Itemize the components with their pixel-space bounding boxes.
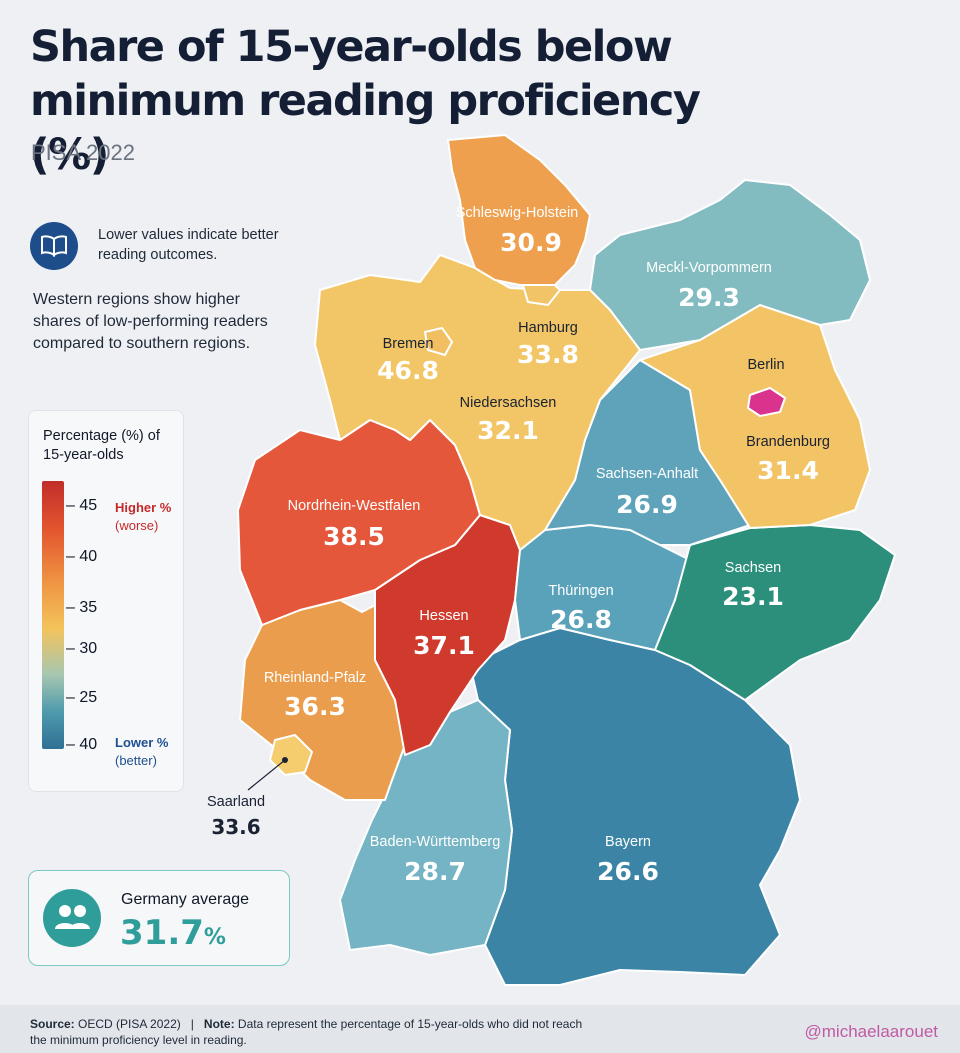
value-sachsen-anhalt: 26.9 — [616, 490, 678, 519]
color-legend: Percentage (%) of 15-year-olds 45 40 35 … — [28, 410, 184, 792]
label-nordrhein-westfalen: Nordrhein-Westfalen — [287, 498, 421, 514]
region-bremen[interactable] — [424, 327, 453, 356]
region-berlin[interactable] — [747, 387, 786, 417]
value-bremen: 46.8 — [377, 356, 439, 385]
west-note: Western regions show higher shares of lo… — [33, 291, 268, 352]
note-label: Note: — [203, 1017, 235, 1031]
region-schleswig-holstein[interactable] — [447, 134, 591, 286]
value-schleswig-holstein: 30.9 — [500, 228, 562, 257]
source-text: OECD (PISA 2022) — [78, 1017, 181, 1031]
author-handle: @michaelaarouet — [804, 1022, 939, 1041]
reading-note: Lower values indicate better reading out… — [30, 222, 310, 272]
label-niedersachsen: Niedersachsen — [459, 395, 557, 411]
label-sachsen-anhalt: Sachsen-Anhalt — [595, 466, 699, 482]
label-schleswig-holstein: Schleswig-Holstein — [455, 205, 579, 221]
average-value: 31.7 — [120, 913, 204, 953]
label-rheinland-pfalz: Rheinland-Pfalz — [263, 670, 367, 686]
legend-high-sub: (worse) — [115, 518, 159, 533]
legend-tick: 25 — [66, 688, 97, 708]
value-sachsen: 23.1 — [722, 582, 784, 611]
legend-title: Percentage (%) of 15-year-olds — [43, 428, 160, 463]
legend-tick: 40 — [66, 547, 97, 567]
saarland-leader-line — [247, 759, 286, 791]
label-hamburg: Hamburg — [518, 320, 578, 336]
value-baden-wuerttemberg: 28.7 — [404, 857, 466, 886]
legend-low-label: Lower % (better) — [115, 734, 183, 770]
note-text: Data represent the percentage of 15-year… — [30, 1017, 583, 1047]
value-rheinland-pfalz: 36.3 — [284, 692, 346, 721]
legend-high-label: Higher % (worse) — [115, 499, 183, 535]
label-bayern: Bayern — [605, 834, 651, 850]
value-thueringen: 26.8 — [550, 605, 612, 634]
value-niedersachsen: 32.1 — [477, 416, 539, 445]
value-hamburg: 33.8 — [517, 340, 579, 369]
source-label: Source: — [30, 1017, 75, 1031]
label-baden-wuerttemberg: Baden-Württemberg — [369, 834, 501, 850]
label-thueringen: Thüringen — [548, 583, 614, 599]
label-sachsen: Sachsen — [724, 560, 782, 576]
label-berlin: Berlin — [747, 357, 785, 373]
value-hessen: 37.1 — [413, 631, 475, 660]
average-value-wrap: 31.7% — [120, 913, 226, 953]
value-bayern: 26.6 — [597, 857, 659, 886]
legend-tick: 40 — [66, 735, 97, 755]
page-title: Share of 15-year-olds below minimum read… — [30, 22, 701, 180]
germany-map — [237, 134, 896, 986]
legend-low-sub: (better) — [115, 753, 157, 768]
value-nordrhein-westfalen: 38.5 — [323, 522, 385, 551]
value-brandenburg: 31.4 — [757, 456, 819, 485]
label-brandenburg: Brandenburg — [746, 434, 830, 450]
label-saarland: Saarland — [206, 794, 266, 810]
page-subtitle: PISA 2022 — [31, 140, 135, 165]
open-book-icon — [30, 222, 78, 270]
legend-high-title: Higher % — [115, 500, 172, 515]
legend-color-bar — [42, 481, 64, 749]
average-unit: % — [203, 925, 226, 950]
label-meckl-vorpommern: Meckl-Vorpommern — [646, 260, 772, 276]
germany-average-box: Germany average 31.7% — [28, 870, 290, 966]
footer-separator: | — [190, 1017, 194, 1031]
saarland-marker — [282, 757, 288, 763]
legend-tick: 45 — [66, 496, 97, 516]
value-meckl-vorpommern: 29.3 — [678, 283, 740, 312]
label-bremen: Bremen — [382, 336, 434, 352]
label-hessen: Hessen — [419, 608, 469, 624]
footer: Source: OECD (PISA 2022) | Note: Data re… — [0, 1005, 960, 1053]
average-label: Germany average — [121, 891, 250, 908]
people-icon — [43, 889, 101, 947]
legend-tick: 30 — [66, 639, 97, 659]
note-text: Lower values indicate better reading out… — [98, 227, 279, 263]
legend-low-title: Lower % — [115, 735, 169, 750]
footer-text: Source: OECD (PISA 2022) | Note: Data re… — [30, 1016, 590, 1048]
legend-tick: 35 — [66, 598, 97, 618]
region-saarland[interactable] — [269, 734, 313, 776]
value-saarland: 33.6 — [211, 815, 261, 839]
